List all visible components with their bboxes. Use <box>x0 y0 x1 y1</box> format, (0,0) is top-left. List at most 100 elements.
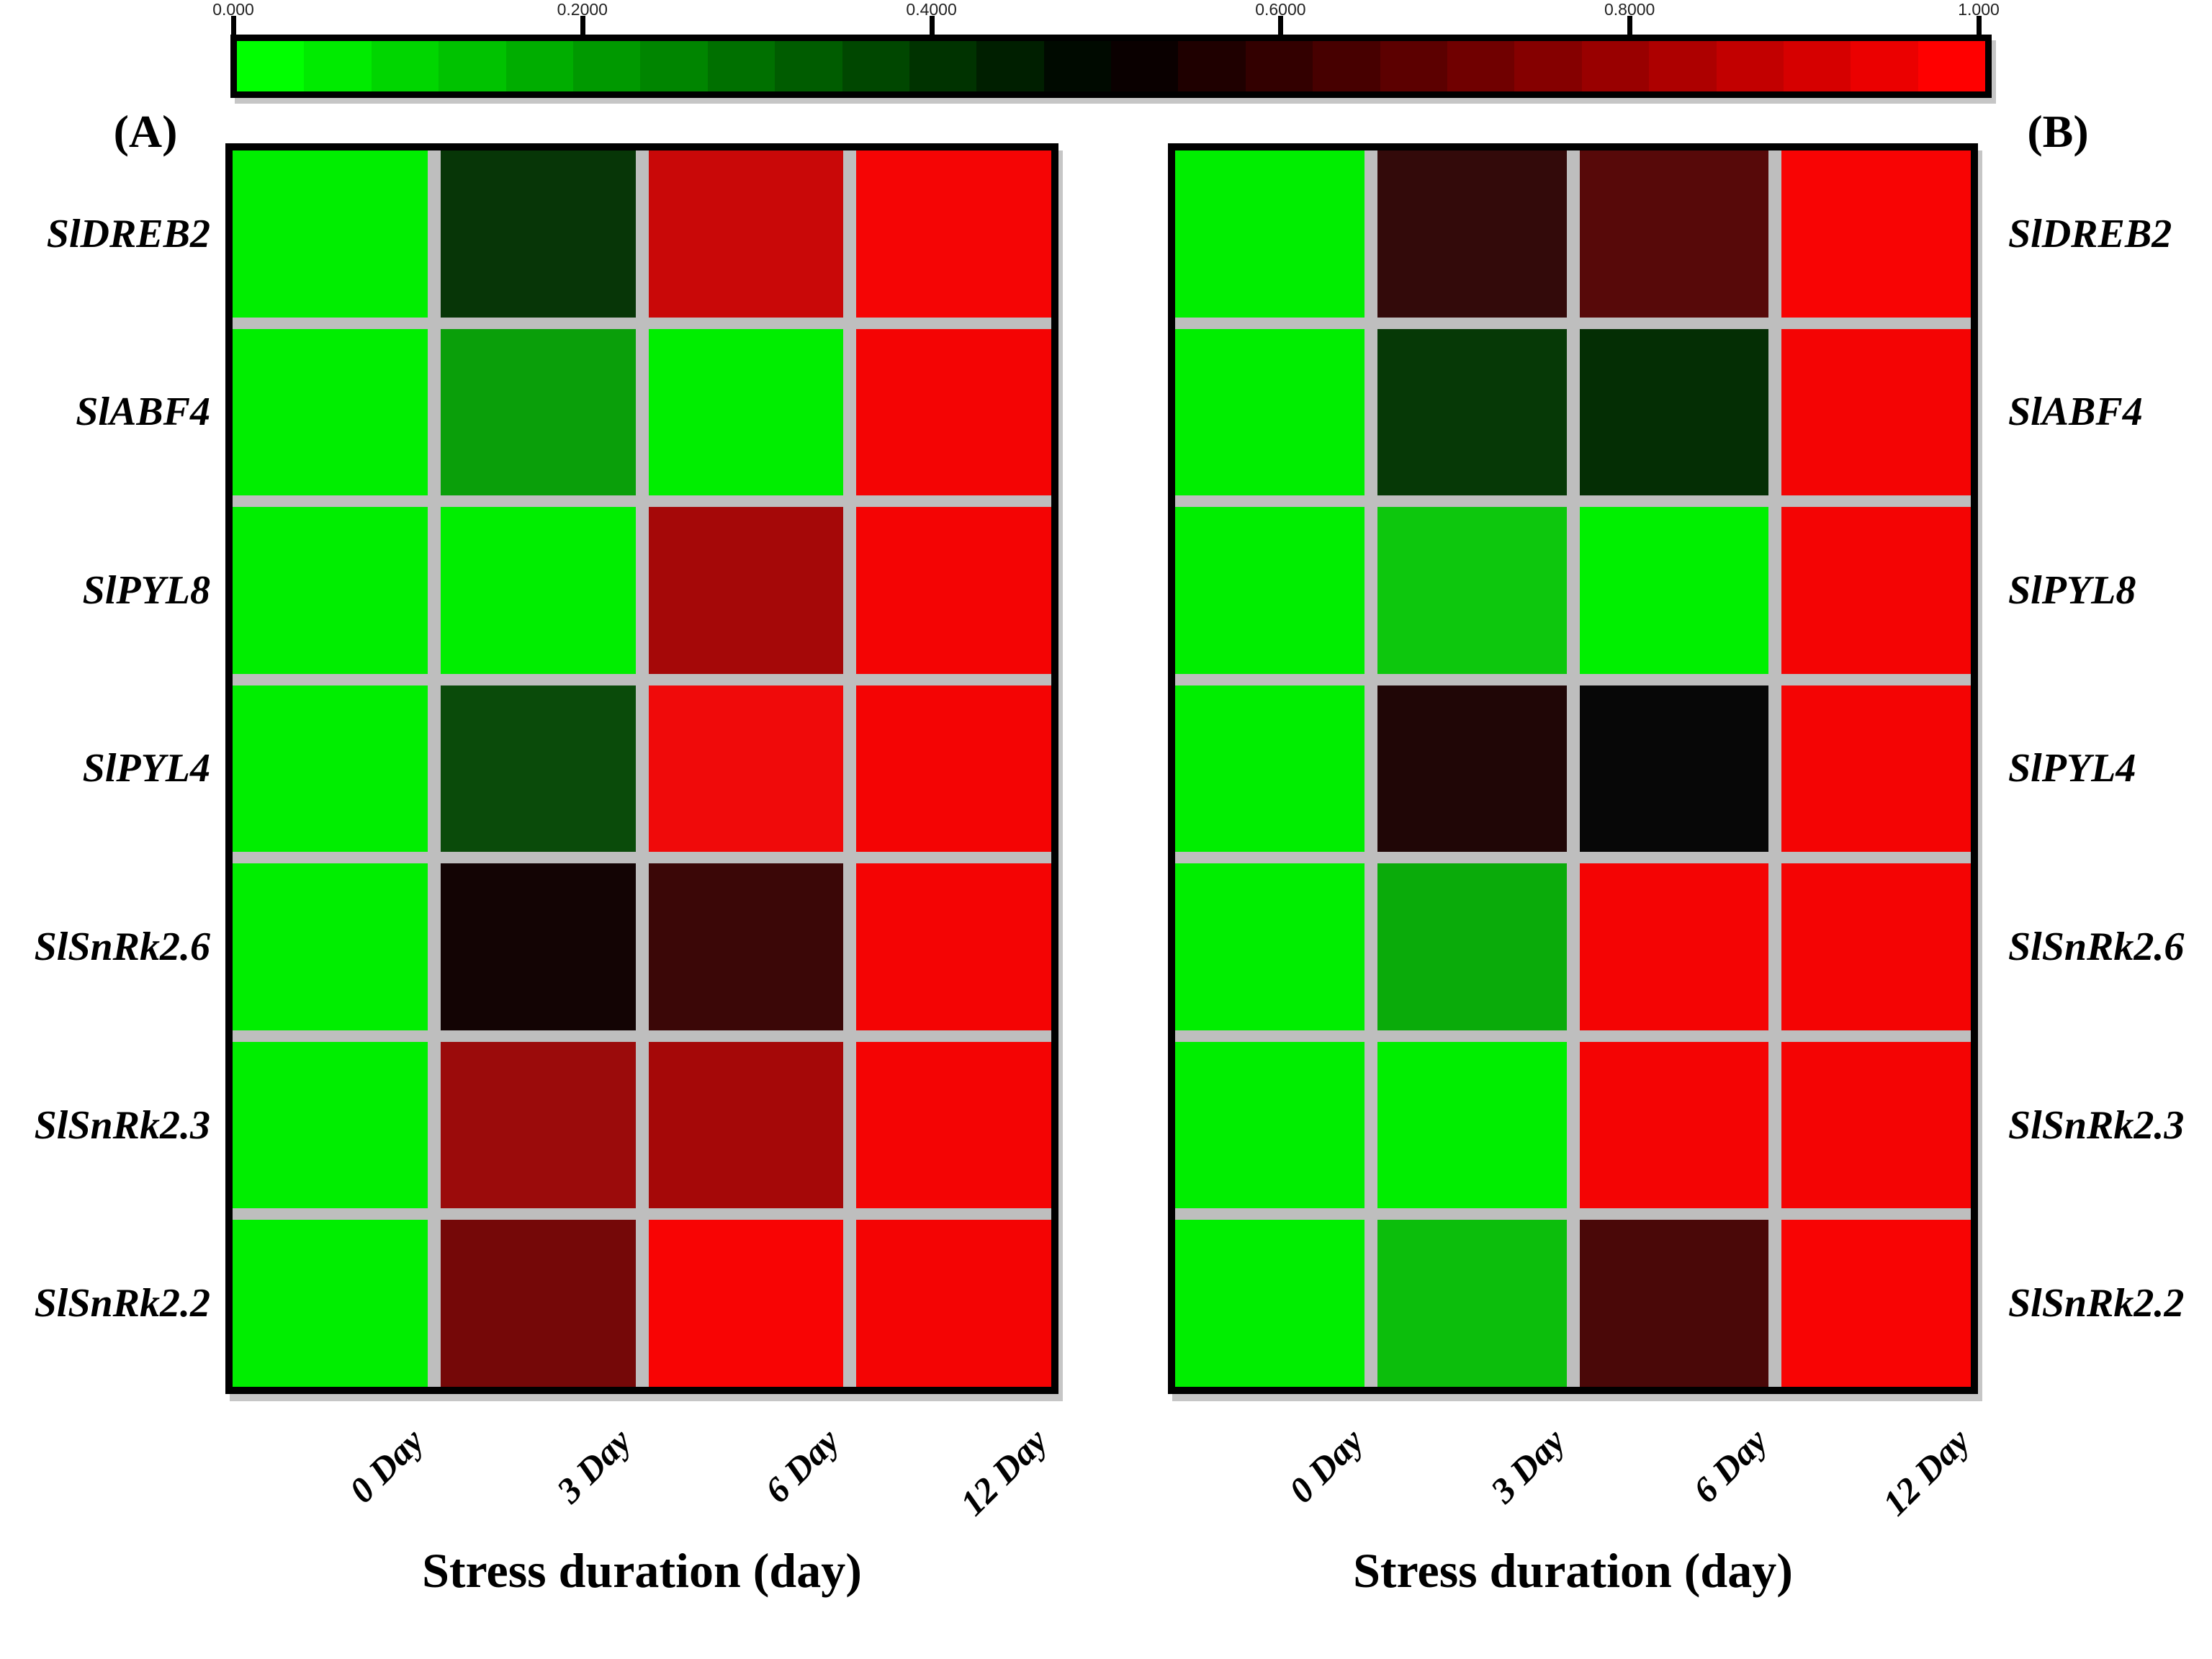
colorbar-segment <box>1178 41 1246 91</box>
heatmap-cell <box>1579 863 1769 1030</box>
gene-label: SlPYL8 <box>82 567 210 613</box>
panel-a-letter: (A) <box>113 106 178 157</box>
heatmap-cell <box>1579 1220 1769 1387</box>
heatmap-cell <box>1377 685 1567 853</box>
colorbar-segment <box>1514 41 1582 91</box>
colorbar-tick-mark <box>1977 16 1982 36</box>
heatmap-cell <box>648 1041 844 1209</box>
heatmap-cell <box>1781 328 1971 496</box>
heatmap-cell <box>1377 150 1567 318</box>
heatmap-cell <box>1781 1041 1971 1209</box>
heatmap-cell <box>1579 328 1769 496</box>
gene-label: SlABF4 <box>2008 390 2143 435</box>
gene-labels-left: SlDREB2 SlABF4 SlPYL8 SlPYL4 SlSnRk2.6 SlSnRk… <box>0 150 215 1387</box>
colorbar-segment <box>1716 41 1784 91</box>
heatmap-cell <box>1781 150 1971 318</box>
heatmap-cell <box>1579 150 1769 318</box>
heatmap-cell <box>648 863 844 1030</box>
colorbar-segment <box>1380 41 1448 91</box>
heatmap-cell <box>1175 328 1364 496</box>
colorbar-tick-mark <box>580 16 585 36</box>
colorbar-gradient <box>237 41 1986 91</box>
heatmap-grid-b <box>1175 150 1971 1387</box>
heatmap-cell <box>1175 1220 1364 1387</box>
heatmap-cell <box>440 150 636 318</box>
colorbar-segment <box>1043 41 1112 91</box>
heatmap-cell <box>856 863 1051 1030</box>
colorbar-segment <box>909 41 977 91</box>
heatmap-cell <box>233 685 428 853</box>
heatmap-grid-a <box>233 150 1051 1387</box>
colorbar-segment <box>505 41 573 91</box>
heatmap-cell <box>1175 863 1364 1030</box>
colorbar-segment <box>1581 41 1650 91</box>
colorbar-tick-label: 0.2000 <box>557 0 608 19</box>
colorbar-tick-mark <box>1278 16 1284 36</box>
gene-label: SlABF4 <box>76 390 210 435</box>
gene-label: SlSnRk2.3 <box>34 1102 210 1148</box>
heatmap-cell <box>1377 1041 1567 1209</box>
colorbar <box>230 35 1992 98</box>
x-tick-label: 6 Day <box>757 1420 848 1511</box>
gene-label: SlPYL8 <box>2008 567 2136 613</box>
x-tick-label: 0 Day <box>341 1420 431 1511</box>
colorbar-tick-mark <box>1627 16 1633 36</box>
heatmap-cell <box>233 328 428 496</box>
heatmap-cell <box>440 328 636 496</box>
colorbar-segment <box>1851 41 1918 91</box>
colorbar-segment <box>842 41 909 91</box>
heatmap-cell <box>1175 150 1364 318</box>
heatmap-cell <box>1175 1041 1364 1209</box>
heatmap-cell <box>440 1220 636 1387</box>
heatmap-cell <box>648 1220 844 1387</box>
x-tick-label: 12 Day <box>952 1420 1055 1524</box>
x-axis-title-b: Stress duration (day) <box>1353 1543 1793 1598</box>
heatmap-cell <box>233 507 428 674</box>
gene-label: SlDREB2 <box>46 211 210 256</box>
colorbar-segment <box>976 41 1044 91</box>
heatmap-cell <box>1781 507 1971 674</box>
gene-label: SlPYL4 <box>82 746 210 791</box>
colorbar-tick-mark <box>929 16 935 36</box>
colorbar-segment <box>1111 41 1179 91</box>
heatmap-cell <box>648 328 844 496</box>
heatmap-cell <box>440 1041 636 1209</box>
x-tick-label: 3 Day <box>1483 1420 1573 1511</box>
gene-label: SlSnRk2.3 <box>2008 1102 2185 1148</box>
x-tick-label: 12 Day <box>1874 1420 1977 1524</box>
colorbar-segment <box>1917 41 1986 91</box>
heatmap-cell <box>856 1041 1051 1209</box>
heatmap-cell <box>233 863 428 1030</box>
x-tick-label: 0 Day <box>1280 1420 1371 1511</box>
heatmap-cell <box>1377 507 1567 674</box>
heatmap-cell <box>856 328 1051 496</box>
colorbar-tick-label: 0.000 <box>212 0 254 19</box>
heatmap-cell <box>1781 863 1971 1030</box>
x-axis-title-a: Stress duration (day) <box>422 1543 862 1598</box>
heatmap-cell <box>1781 1220 1971 1387</box>
heatmap-cell <box>1175 507 1364 674</box>
heatmap-cell <box>1579 507 1769 674</box>
heatmap-cell <box>1377 863 1567 1030</box>
colorbar-segment <box>237 41 305 91</box>
heatmap-cell <box>648 507 844 674</box>
heatmap-cell <box>233 1220 428 1387</box>
colorbar-tick-label: 0.6000 <box>1255 0 1306 19</box>
heatmap-cell <box>1579 685 1769 853</box>
colorbar-segment <box>640 41 708 91</box>
heatmap-cell <box>1377 1220 1567 1387</box>
heatmap-cell <box>648 685 844 853</box>
colorbar-segment <box>1649 41 1717 91</box>
heatmap-cell <box>233 150 428 318</box>
colorbar-segment <box>775 41 842 91</box>
colorbar-tick-label: 0.4000 <box>906 0 957 19</box>
heatmap-cell <box>1579 1041 1769 1209</box>
panel-b-letter: (B) <box>2027 106 2089 157</box>
gene-label: SlPYL4 <box>2008 746 2136 791</box>
heatmap-cell <box>440 863 636 1030</box>
colorbar-segment <box>572 41 641 91</box>
colorbar-segment <box>304 41 372 91</box>
colorbar-segment <box>1783 41 1851 91</box>
heatmap-panel-a <box>225 143 1058 1394</box>
heatmap-cell <box>440 685 636 853</box>
